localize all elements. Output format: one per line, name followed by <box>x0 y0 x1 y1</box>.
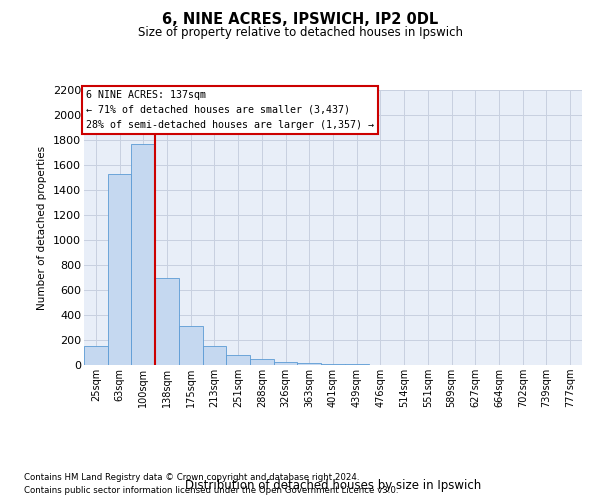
Bar <box>298 362 321 365</box>
Bar <box>108 174 131 365</box>
Bar <box>321 364 345 365</box>
Bar <box>84 346 108 365</box>
Bar <box>131 144 155 365</box>
Bar <box>179 326 203 365</box>
Text: 6, NINE ACRES, IPSWICH, IP2 0DL: 6, NINE ACRES, IPSWICH, IP2 0DL <box>162 12 438 28</box>
Y-axis label: Number of detached properties: Number of detached properties <box>37 146 47 310</box>
Text: Contains HM Land Registry data © Crown copyright and database right 2024.: Contains HM Land Registry data © Crown c… <box>24 472 359 482</box>
Bar <box>203 346 226 365</box>
Bar <box>226 355 250 365</box>
Bar <box>250 360 274 365</box>
Bar <box>274 362 298 365</box>
Text: Size of property relative to detached houses in Ipswich: Size of property relative to detached ho… <box>137 26 463 39</box>
X-axis label: Distribution of detached houses by size in Ipswich: Distribution of detached houses by size … <box>185 480 481 492</box>
Text: Contains public sector information licensed under the Open Government Licence v3: Contains public sector information licen… <box>24 486 398 495</box>
Bar <box>155 278 179 365</box>
Bar <box>345 364 368 365</box>
Text: 6 NINE ACRES: 137sqm
← 71% of detached houses are smaller (3,437)
28% of semi-de: 6 NINE ACRES: 137sqm ← 71% of detached h… <box>86 90 374 130</box>
